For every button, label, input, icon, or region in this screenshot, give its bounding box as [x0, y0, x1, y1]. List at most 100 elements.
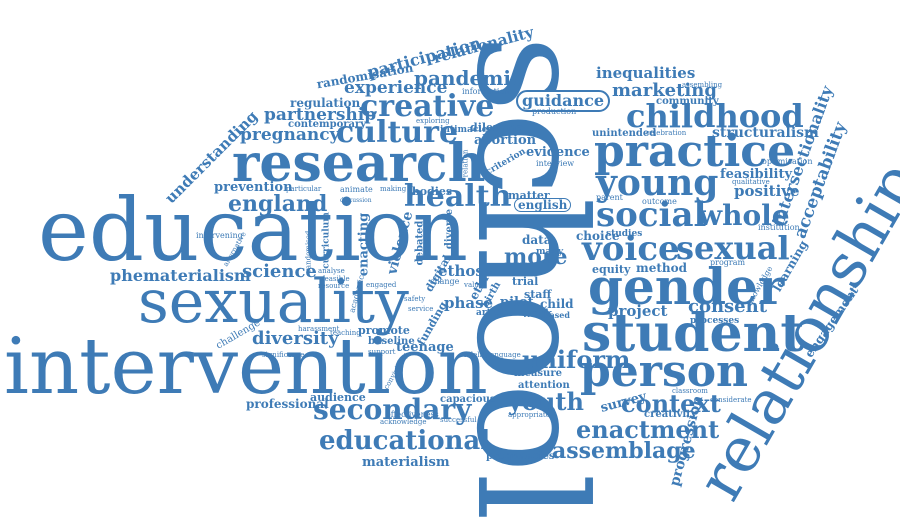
word-gender: gender — [588, 257, 785, 316]
word-positive: positive — [734, 182, 800, 200]
word-language: language — [488, 351, 521, 359]
word-trial: trial — [512, 275, 539, 288]
word-debated: debated — [414, 220, 426, 266]
word-studies: studies — [606, 229, 643, 239]
word-harassment: harassment — [298, 325, 340, 333]
word-attention: attention — [518, 380, 570, 391]
word-consent: consent — [688, 296, 768, 317]
word-outcome: outcome — [642, 197, 677, 206]
word-choice: choice — [576, 229, 620, 243]
word-pregnancy: pregnancy — [240, 125, 340, 145]
word-dilemma: dilemma — [470, 121, 524, 134]
word-evidence: evidence — [526, 145, 590, 160]
word-particular: particular — [286, 185, 322, 193]
word-abortion: abortion — [474, 133, 537, 148]
word-institution: institution — [758, 223, 800, 232]
word-analyse: analyse — [318, 267, 345, 275]
word-fidelity: fidelity — [464, 351, 489, 359]
word-intervention: intervention — [4, 322, 488, 412]
word-more: more — [504, 244, 568, 270]
word-celebration: celebration — [646, 129, 687, 137]
word-research: research — [232, 133, 486, 194]
word-inequalities: inequalities — [596, 64, 696, 82]
word-value: value — [464, 281, 484, 289]
word-whole: whole — [698, 199, 790, 232]
word-partnership: partnership — [264, 105, 377, 125]
word-young: young — [596, 162, 719, 204]
word-animate: animate — [340, 185, 373, 194]
word-discussion: discussion — [340, 197, 372, 204]
word-student: student — [582, 303, 805, 364]
word-marketing: marketing — [612, 80, 717, 101]
word-creative: creative — [360, 89, 495, 124]
word-teaching: teaching — [330, 329, 361, 337]
word-effectiveness: effectiveness — [386, 410, 439, 419]
word-community: community — [656, 96, 719, 107]
word-child: child — [540, 297, 574, 311]
word-english: english — [514, 198, 572, 212]
word-enactment: enactment — [576, 415, 720, 444]
word-information: information — [462, 87, 510, 96]
word-significance: significance — [262, 351, 305, 359]
word-contemporary: contemporary — [288, 119, 367, 130]
word-service: service — [408, 305, 434, 313]
word-regulation: regulation — [290, 96, 361, 110]
word-article: article — [476, 308, 509, 318]
word-intimacies: intimacies — [440, 125, 493, 135]
word-practice: practice — [594, 126, 796, 177]
word-ethos: ethos — [438, 262, 484, 280]
word-experience: experience — [344, 78, 448, 98]
word-making: making — [380, 185, 407, 193]
word-creativity: creativity — [644, 409, 697, 420]
word-measure: measure — [514, 368, 562, 379]
word-capacious: capacious — [440, 394, 496, 405]
word-intervening: intervening — [196, 231, 243, 240]
word-science: science — [242, 261, 317, 282]
word-secondary: secondary — [313, 393, 472, 426]
word-processes: processes — [690, 316, 740, 326]
word-teenage: teenage — [396, 340, 454, 355]
word-classroom: classroom — [672, 387, 708, 395]
word-uniform: uniform — [522, 345, 631, 374]
word-pilot: pilot — [500, 295, 534, 310]
word-randomised: randomised — [304, 230, 313, 273]
word-enacting: enacting — [356, 212, 372, 277]
word-safety: safety — [404, 295, 426, 303]
word-audience: audience — [310, 391, 366, 404]
word-culture: culture — [336, 115, 459, 150]
word-optimisation: optimisation — [762, 157, 813, 166]
word-change: change — [430, 277, 460, 286]
word-diversity: diversity — [252, 328, 339, 349]
word-equity: equity — [592, 263, 631, 276]
word-feasible: feasible — [322, 275, 350, 283]
word-resource: resource — [318, 282, 350, 290]
word-acknowledge: acknowledge — [380, 418, 427, 426]
word-pregnancies: pregnancies — [486, 451, 555, 462]
word-matter: matter — [508, 189, 550, 202]
word-context: context — [621, 389, 721, 418]
word-qualitative: qualitative — [732, 178, 770, 186]
word-guidance: guidance — [516, 90, 611, 112]
word-based: based — [544, 310, 570, 320]
word-youth: youth — [508, 387, 584, 416]
word-data: data — [522, 233, 552, 247]
word-assembling: assembling — [682, 81, 723, 89]
word-parent: parent — [596, 193, 623, 202]
word-educational: educational — [319, 426, 491, 456]
word-social: social — [596, 195, 707, 235]
word-many: many — [536, 247, 564, 257]
word-work: work — [522, 307, 553, 320]
word-support: support — [368, 348, 396, 356]
word-program: program — [710, 258, 746, 267]
word-phase: phase — [444, 294, 494, 312]
word-education: education — [38, 181, 468, 281]
word-promote: promote — [358, 324, 410, 337]
word-curriculum: curriculum — [321, 212, 332, 269]
word-person: person — [580, 346, 749, 397]
word-health: health — [404, 179, 512, 214]
word-unintended: unintended — [592, 128, 657, 139]
word-voice: voice — [582, 229, 680, 269]
word-considerate: considerate — [710, 396, 752, 404]
word-relation: relation — [461, 149, 470, 178]
